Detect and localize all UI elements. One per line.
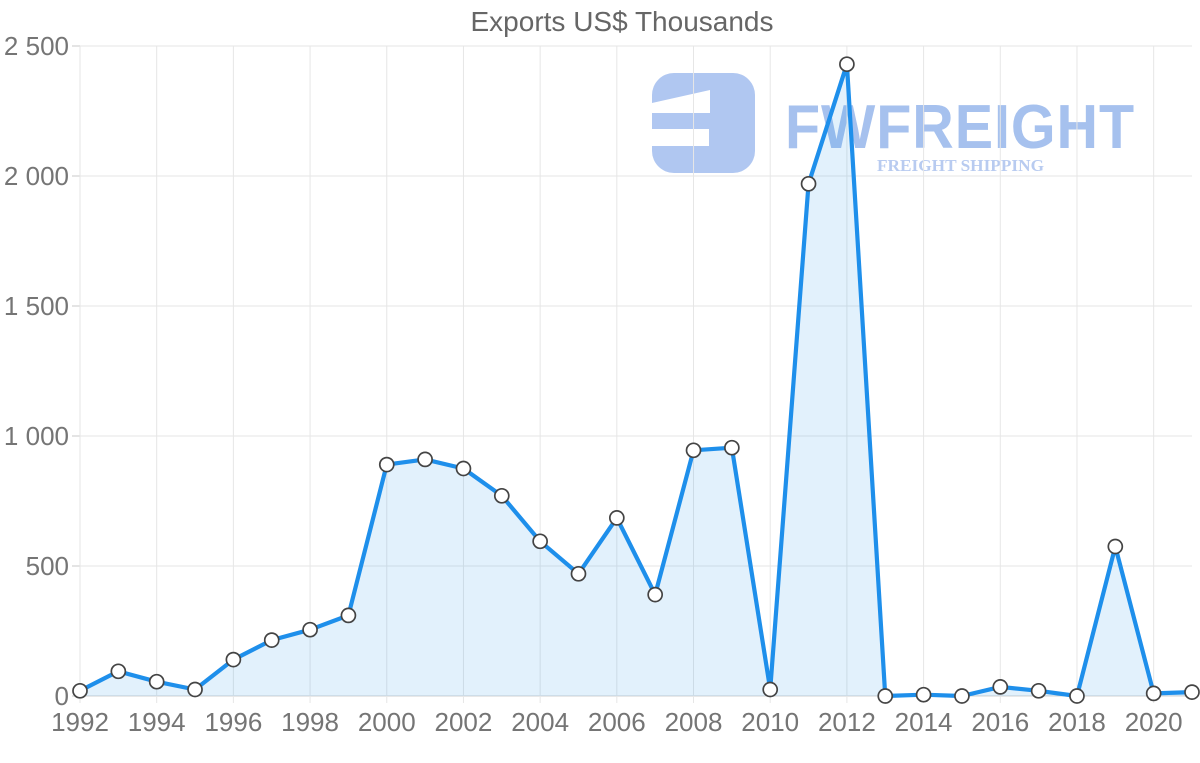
data-point-marker[interactable] [954,688,970,704]
data-point-marker[interactable] [340,607,357,624]
data-point-marker[interactable] [110,663,127,680]
fwfreight-logo-icon [652,73,755,173]
x-axis-label: 2016 [971,707,1029,737]
data-point-marker[interactable] [378,456,395,473]
x-axis-label: 2012 [818,707,876,737]
data-point-marker[interactable] [1069,688,1085,704]
data-point-marker[interactable] [493,487,510,504]
x-axis-label: 2002 [435,707,493,737]
data-point-marker[interactable] [417,451,433,468]
area-fill-layer [80,64,1192,696]
data-point-marker[interactable] [915,686,932,703]
data-point-marker[interactable] [992,679,1009,695]
data-point-marker[interactable] [455,460,472,477]
data-point-markers [72,56,1200,704]
grid-layer [72,45,1192,703]
x-axis-label: 1998 [281,707,339,737]
data-point-marker[interactable] [148,673,165,690]
data-point-marker[interactable] [685,442,702,459]
watermark-tagline-text: FREIGHT SHIPPING [877,156,1044,175]
data-point-marker[interactable] [532,533,548,550]
y-axis-label: 1 000 [4,421,69,451]
data-point-marker[interactable] [1107,538,1124,555]
x-axis-label: 1996 [204,707,262,737]
data-point-marker[interactable] [187,681,203,698]
x-axis-label: 2010 [741,707,799,737]
data-point-marker[interactable] [762,681,779,698]
data-point-marker[interactable] [1030,682,1047,699]
data-point-marker[interactable] [1145,685,1162,702]
data-point-marker[interactable] [877,688,894,704]
data-point-marker[interactable] [263,632,280,648]
y-axis-label: 0 [55,681,69,711]
watermark-logo: FWFREIGHT FREIGHT SHIPPING [652,73,1135,175]
logo-notch-top [652,90,710,113]
y-axis-label: 2 000 [4,161,69,191]
data-point-marker[interactable] [302,621,318,638]
data-point-marker[interactable] [225,651,242,668]
data-point-marker[interactable] [1184,684,1200,700]
logo-notch-bottom [652,129,709,146]
data-point-marker[interactable] [800,175,817,192]
x-axis-label: 2006 [588,707,646,737]
series-area-fill [80,64,1192,696]
x-axis-label: 1992 [51,707,109,737]
y-axis-label: 500 [26,551,69,581]
data-point-marker[interactable] [647,586,664,603]
data-point-marker[interactable] [839,56,855,73]
axis-labels-layer: 0 500 1 000 1 500 2 000 2 500 1992 1994 1996 1998… [4,31,1183,737]
x-axis-label: 2004 [511,707,569,737]
y-axis-label: 2 500 [4,31,69,61]
x-axis-label: 2008 [665,707,723,737]
data-point-marker[interactable] [724,439,740,456]
x-axis-label: 2018 [1048,707,1106,737]
data-point-marker[interactable] [72,682,88,699]
x-axis-label: 2014 [895,707,953,737]
x-axis-label: 2020 [1125,707,1183,737]
chart-title: Exports US$ Thousands [471,6,774,37]
data-point-marker[interactable] [570,565,587,582]
data-point-marker[interactable] [608,510,625,526]
x-axis-label: 1994 [128,707,186,737]
x-axis-label: 2000 [358,707,416,737]
watermark-brand-text: FWFREIGHT [785,93,1135,162]
y-axis-label: 1 500 [4,291,69,321]
